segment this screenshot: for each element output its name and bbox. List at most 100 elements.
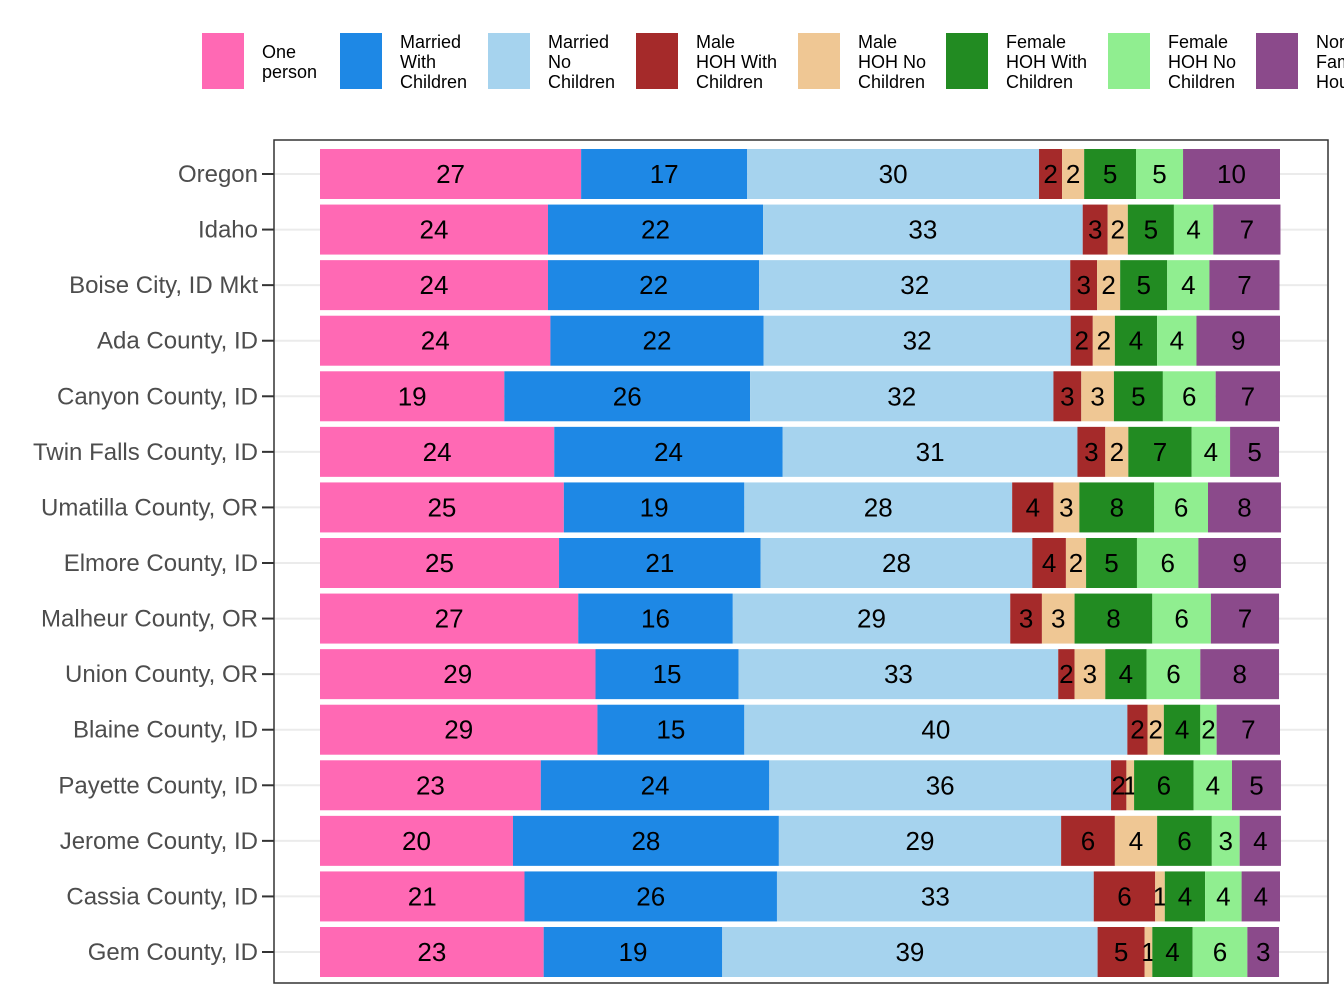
value-label: 2 xyxy=(1110,437,1124,467)
value-label: 24 xyxy=(420,215,449,245)
legend-swatch xyxy=(636,33,678,89)
value-label: 6 xyxy=(1177,826,1191,856)
bar-segment xyxy=(581,149,748,199)
value-label: 8 xyxy=(1237,492,1251,522)
value-label: 39 xyxy=(895,937,924,967)
value-label: 7 xyxy=(1237,270,1251,300)
bar-segment xyxy=(320,149,582,199)
value-label: 28 xyxy=(864,492,893,522)
bar-segment xyxy=(320,871,525,922)
bar-segment xyxy=(744,482,1013,533)
value-label: 29 xyxy=(857,604,886,634)
bar-segment xyxy=(776,871,1094,922)
value-label: 2 xyxy=(1097,326,1111,356)
value-label: 28 xyxy=(631,826,660,856)
value-label: 16 xyxy=(641,604,670,634)
bar-segment xyxy=(1183,149,1280,199)
bar-segment xyxy=(1097,260,1121,311)
bar-segment xyxy=(1192,927,1248,977)
value-label: 27 xyxy=(435,604,464,634)
bar-segment xyxy=(1154,482,1208,533)
value-label: 20 xyxy=(402,826,431,856)
bar-segment xyxy=(1114,815,1158,866)
legend-label: Married With Children xyxy=(400,32,467,92)
y-tick-label: Malheur County, OR xyxy=(41,606,258,633)
bar-segment xyxy=(320,649,596,700)
value-label: 3 xyxy=(1219,826,1233,856)
value-label: 5 xyxy=(1136,270,1150,300)
bar-segment xyxy=(722,927,1098,977)
value-label: 4 xyxy=(1204,437,1218,467)
value-label: 5 xyxy=(1152,159,1166,189)
bar-segment xyxy=(563,482,745,533)
value-label: 10 xyxy=(1217,159,1246,189)
legend-swatch xyxy=(1256,33,1298,89)
bar-segment xyxy=(1198,538,1281,588)
value-label: 21 xyxy=(645,548,674,578)
value-label: 4 xyxy=(1253,826,1267,856)
value-label: 19 xyxy=(398,381,427,411)
value-label: 25 xyxy=(427,492,456,522)
y-tick-label: Blaine County, ID xyxy=(73,717,258,744)
y-tick-label: Umatilla County, OR xyxy=(41,494,258,521)
value-label: 5 xyxy=(1131,381,1145,411)
legend-label: Female HOH With Children xyxy=(1006,32,1087,92)
legend-swatch xyxy=(340,33,382,89)
value-label: 3 xyxy=(1084,437,1098,467)
bar-segment xyxy=(1210,593,1280,644)
bar-segment xyxy=(1062,149,1085,199)
bar-segment xyxy=(750,371,1054,422)
bar-segment xyxy=(504,371,751,422)
bar-segment xyxy=(320,593,579,644)
value-label: 6 xyxy=(1081,826,1095,856)
value-label: 24 xyxy=(654,437,683,467)
value-label: 22 xyxy=(642,326,671,356)
y-tick-label: Gem County, ID xyxy=(88,939,258,966)
bar-segment xyxy=(1191,426,1231,477)
bar-segment xyxy=(1157,815,1212,866)
bar-segment xyxy=(1167,260,1210,311)
value-label: 6 xyxy=(1117,881,1131,911)
value-label: 33 xyxy=(908,215,937,245)
bar-segment xyxy=(747,149,1040,199)
value-label: 32 xyxy=(887,381,916,411)
value-label: 3 xyxy=(1059,492,1073,522)
bar-segment xyxy=(1070,260,1098,311)
y-tick-label: Payette County, ID xyxy=(58,772,258,799)
value-label: 6 xyxy=(1157,770,1171,800)
value-label: 2 xyxy=(1101,270,1115,300)
value-label: 7 xyxy=(1153,437,1167,467)
value-label: 5 xyxy=(1247,437,1261,467)
value-label: 4 xyxy=(1181,270,1195,300)
value-label: 22 xyxy=(639,270,668,300)
bar-segment xyxy=(1058,649,1075,700)
value-label: 6 xyxy=(1174,492,1188,522)
value-label: 1 xyxy=(1123,770,1137,800)
bar-segment xyxy=(1086,538,1137,588)
bar-segment xyxy=(1114,315,1158,366)
value-label: 26 xyxy=(636,881,665,911)
value-label: 3 xyxy=(1088,215,1102,245)
panel-border xyxy=(273,139,1329,984)
y-tick-label: Ada County, ID xyxy=(97,328,258,355)
bar-segment xyxy=(1097,927,1145,977)
value-label: 4 xyxy=(1026,492,1040,522)
value-label: 4 xyxy=(1129,826,1143,856)
value-label: 28 xyxy=(882,548,911,578)
value-label: 9 xyxy=(1232,548,1246,578)
value-label: 5 xyxy=(1249,770,1263,800)
bar-segment xyxy=(738,649,1059,700)
bar-segment xyxy=(1061,815,1115,866)
value-label: 3 xyxy=(1090,381,1104,411)
legend-label: Married No Children xyxy=(548,32,615,92)
bar-segment xyxy=(782,426,1078,477)
bar-segment xyxy=(578,593,733,644)
value-label: 2 xyxy=(1201,715,1215,745)
bar-segment xyxy=(548,260,760,311)
value-label: 7 xyxy=(1238,604,1252,634)
bar-segment xyxy=(548,204,764,255)
value-label: 21 xyxy=(408,881,437,911)
bar-segment xyxy=(1200,704,1217,755)
bar-segment xyxy=(1012,482,1054,533)
value-label: 22 xyxy=(641,215,670,245)
